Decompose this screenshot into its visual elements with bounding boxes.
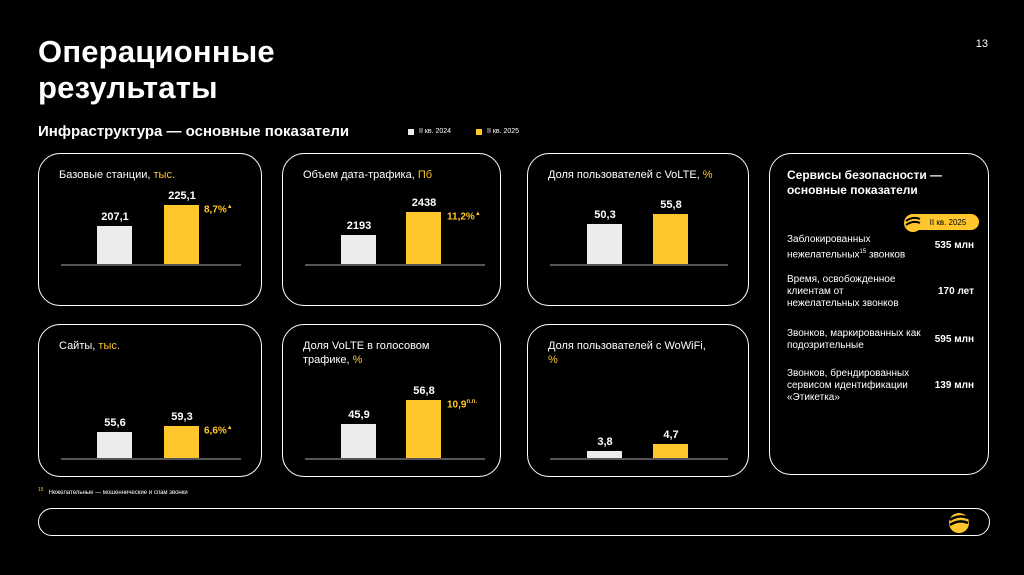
legend-item-2025: II кв. 2025 <box>476 128 519 135</box>
period-badge: II кв. 2025 <box>905 214 979 230</box>
card-data-traffic: Объем дата-трафика, Пб 2193 2438 11,2%▲ <box>282 153 501 306</box>
baseline <box>550 264 728 266</box>
baseline <box>550 458 728 460</box>
card-base-stations: Базовые станции, тыс. 207,1 225,1 8,7%▲ <box>38 153 262 306</box>
page-title: Операционные результаты <box>38 34 275 106</box>
bar-2024 <box>341 235 376 264</box>
value-2025: 225,1 <box>168 190 196 202</box>
beeline-logo-icon <box>949 513 969 533</box>
bar-2025 <box>653 214 688 264</box>
bar-2025 <box>164 205 199 264</box>
security-services-card: Сервисы безопасности — основные показате… <box>769 153 989 475</box>
footnote: 15 Нежелательные — мошеннические и спам з… <box>38 487 188 496</box>
growth-value: 10,9п.п. <box>447 399 478 411</box>
bar-2024 <box>587 451 622 458</box>
title-line-2: результаты <box>38 70 218 105</box>
baseline <box>61 458 241 460</box>
bar-2025 <box>406 212 441 264</box>
legend-label-2024: II кв. 2024 <box>419 128 452 135</box>
value-2024: 55,6 <box>104 417 126 429</box>
value-2025: 2438 <box>411 197 437 209</box>
security-row-branded-calls: Звонков, брендированных сервисом идентиф… <box>787 368 974 403</box>
bar-2024 <box>587 224 622 264</box>
bar-2024 <box>97 432 132 458</box>
card-title: Базовые станции, тыс. <box>59 169 176 181</box>
baseline <box>61 264 241 266</box>
bee-icon <box>904 214 922 232</box>
security-row-marked-calls: Звонков, маркированных как подозрительны… <box>787 328 974 351</box>
security-title: Сервисы безопасности — основные показате… <box>787 168 943 197</box>
bar-2024 <box>97 226 132 264</box>
value-2024: 45,9 <box>348 409 370 421</box>
section-subtitle: Инфраструктура — основные показатели <box>38 123 350 140</box>
card-title: Объем дата-трафика, Пб <box>303 169 433 181</box>
growth-value: 6,6%▲ <box>204 425 233 437</box>
card-title: Сайты, тыс. <box>59 340 120 352</box>
growth-value: 11,2%▲ <box>447 211 481 223</box>
legend-swatch-2024 <box>408 128 414 135</box>
title-line-1: Операционные <box>38 34 275 69</box>
value-2024: 50,3 <box>594 209 616 221</box>
value-2025: 56,8 <box>413 385 435 397</box>
card-sites: Сайты, тыс. 55,6 59,3 6,6%▲ <box>38 324 262 477</box>
value-2025: 55,8 <box>660 199 682 211</box>
card-volte-users: Доля пользователей с VoLTE, % 50,3 55,8 <box>527 153 749 306</box>
card-title: Доля пользователей с WoWiFi, % <box>548 340 706 366</box>
page-number: 13 <box>975 38 988 50</box>
value-2024: 207,1 <box>101 211 129 223</box>
baseline <box>305 458 485 460</box>
value-2024: 2193 <box>346 220 372 232</box>
card-title: Доля VoLTE в голосовом трафике, % <box>303 340 430 366</box>
legend-swatch-2025 <box>476 128 482 135</box>
legend-item-2024: II кв. 2024 <box>408 128 451 135</box>
baseline <box>305 264 485 266</box>
value-2025: 4,7 <box>663 429 679 441</box>
card-volte-voice-share: Доля VoLTE в голосовом трафике, % 45,9 5… <box>282 324 501 477</box>
value-2024: 3,8 <box>597 436 613 448</box>
bar-2025 <box>164 426 199 458</box>
security-row-time-saved: Время, освобожденное клиентам от нежелат… <box>787 274 974 309</box>
bar-2024 <box>341 424 376 458</box>
card-wowifi-users: Доля пользователей с WoWiFi, % 3,8 4,7 <box>527 324 749 477</box>
bar-2025 <box>406 400 441 458</box>
bottom-bar <box>38 508 990 536</box>
growth-value: 8,7%▲ <box>204 204 233 216</box>
security-row-blocked-calls: Заблокированных нежелательных15 звонков … <box>787 234 974 261</box>
value-2025: 59,3 <box>171 411 193 423</box>
bar-2025 <box>653 444 688 458</box>
legend-label-2025: II кв. 2025 <box>487 128 520 135</box>
card-title: Доля пользователей с VoLTE, % <box>548 169 713 181</box>
